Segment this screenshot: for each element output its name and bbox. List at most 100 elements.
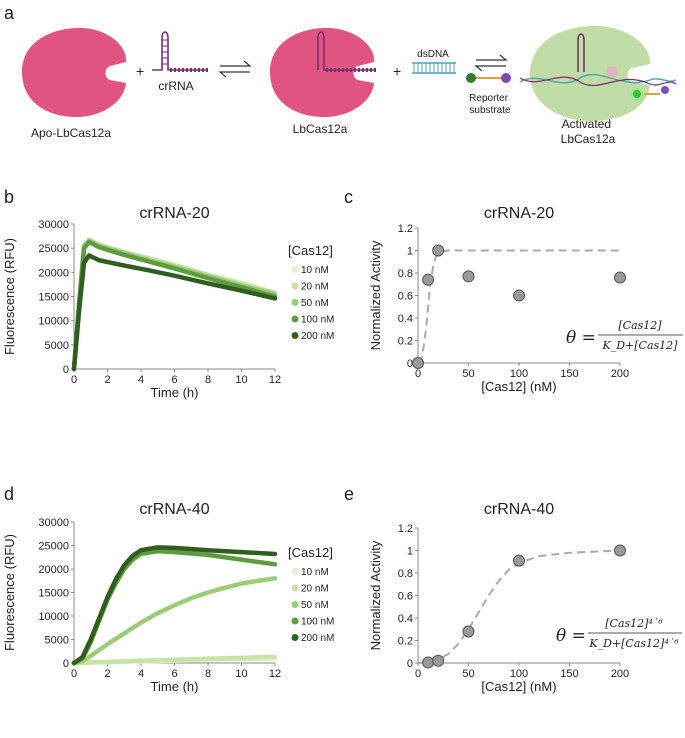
legend: [Cas12] 10 nM 20 nM 50 nM 100 nM 200 nM — [288, 545, 334, 644]
legend-entry: 10 nM — [301, 567, 329, 578]
activated-cas12a-shape — [530, 25, 651, 122]
series-line — [71, 237, 278, 372]
y-tick-label: 0.4 — [398, 313, 413, 325]
legend-swatch — [291, 617, 299, 625]
x-tick-label: 200 — [611, 668, 629, 680]
x-tick-label: 150 — [560, 368, 578, 380]
legend-title: [Cas12] — [288, 545, 333, 560]
chart-c: crRNA-20 0 50 100 150 200 0 0.2 0.4 0.6 0.8 1 1.2 [Ca… — [368, 205, 629, 394]
legend-swatch — [291, 601, 299, 608]
y-tick-label: 15000 — [38, 588, 69, 600]
y-tick-label: 1.2 — [398, 223, 413, 235]
y-tick-label: 0.8 — [398, 568, 413, 580]
reporter-label-line: Reporter — [469, 93, 509, 104]
x-tick-label: 0 — [415, 668, 421, 680]
equation-c-denominator: K_D+[Cas12] — [602, 339, 679, 352]
legend-entry: 20 nM — [301, 584, 329, 595]
x-axis-label: [Cas12] (nM) — [481, 679, 556, 694]
chart-e: crRNA-40 0 50 100 150 200 0 0.2 0.4 0.6 0.8 1 1.2 [Ca… — [368, 501, 629, 694]
x-tick-label: 12 — [269, 374, 281, 386]
legend-entry: 20 nM — [301, 282, 329, 293]
y-tick-label: 0.2 — [398, 336, 413, 348]
equation-c-numerator: [Cas12] — [618, 319, 662, 332]
x-tick-label: 100 — [510, 668, 528, 680]
y-axis-label: Fluorescence (RFU) — [2, 238, 17, 355]
series-line — [71, 576, 278, 666]
panel-c-label: c — [344, 187, 353, 207]
x-tick-label: 0 — [415, 368, 421, 380]
x-tick-label: 50 — [462, 668, 474, 680]
data-point — [432, 654, 445, 667]
reporter-label-line: substrate — [469, 105, 511, 116]
x-tick-label: 0 — [71, 668, 77, 680]
crrna-icon — [152, 31, 208, 72]
chart-title: crRNA-40 — [139, 501, 209, 518]
series-line — [71, 545, 278, 666]
legend-swatch — [291, 584, 299, 592]
y-axis-label: Normalized Activity — [368, 240, 383, 350]
series-line — [71, 253, 278, 372]
legend-entry: 50 nM — [301, 600, 329, 611]
panel-e-label: e — [344, 484, 354, 504]
legend-swatch — [291, 568, 299, 575]
dsdna-icon — [412, 62, 456, 74]
y-tick-label: 1 — [407, 246, 413, 258]
y-tick-label: 30000 — [38, 517, 69, 529]
equation-c: θ = [Cas12] K_D+[Cas12] — [566, 319, 683, 352]
y-tick-label: 0 — [63, 364, 69, 376]
x-tick-label: 200 — [611, 368, 629, 380]
label-activated-lbcas12a: Activated LbCas12a — [561, 117, 616, 146]
data-point — [513, 289, 525, 302]
y-tick-label: 0.6 — [398, 591, 413, 603]
x-tick-label: 0 — [71, 374, 77, 386]
activated-label-line: LbCas12a — [561, 132, 616, 146]
equilibrium-arrows-1 — [218, 60, 252, 78]
legend-entry: 50 nM — [301, 298, 329, 309]
activated-label-line: Activated — [562, 117, 611, 131]
activated-complex-icon — [519, 33, 677, 87]
x-tick-label: 150 — [560, 668, 578, 680]
y-tick-label: 10000 — [38, 611, 69, 623]
legend-swatch — [291, 299, 299, 306]
x-tick-label: 50 — [462, 368, 474, 380]
plus-sign-1: + — [136, 63, 144, 79]
x-tick-label: 8 — [205, 374, 211, 386]
x-tick-label: 6 — [171, 668, 177, 680]
label-crrna: crRNA — [158, 79, 193, 93]
bound-crrna-icon — [317, 31, 376, 72]
legend: [Cas12] 10 nM 20 nM 50 nM 100 nM 200 nM — [288, 243, 334, 342]
cleaved-reporter-icon — [631, 86, 669, 100]
data-point — [462, 625, 475, 638]
x-tick-label: 4 — [138, 668, 144, 680]
legend-entry: 200 nM — [301, 331, 334, 342]
x-tick-label: 4 — [138, 374, 144, 386]
legend-entry: 10 nM — [301, 265, 329, 276]
y-tick-label: 0.2 — [398, 636, 413, 648]
y-tick-label: 1.2 — [398, 523, 413, 535]
data-point — [412, 357, 424, 369]
plus-sign-2: + — [393, 63, 401, 79]
y-tick-label: 0.8 — [398, 268, 413, 280]
panel-d-label: d — [4, 484, 14, 504]
y-tick-label: 10000 — [38, 316, 69, 328]
legend-entry: 100 nM — [301, 315, 334, 326]
x-tick-label: 10 — [235, 668, 247, 680]
equation-e-lhs: θ = — [556, 626, 586, 646]
lbcas12a-shape — [270, 27, 375, 118]
legend-swatch — [291, 266, 299, 273]
y-tick-label: 30000 — [38, 219, 69, 231]
y-tick-label: 15000 — [38, 292, 69, 304]
legend-swatch — [291, 282, 299, 290]
legend-entry: 100 nM — [301, 617, 334, 628]
x-tick-label: 2 — [104, 668, 110, 680]
data-point — [614, 271, 626, 284]
data-point — [462, 270, 475, 283]
legend-entry: 200 nM — [301, 633, 334, 644]
panel-b-label: b — [4, 187, 14, 207]
y-tick-label: 0 — [407, 658, 413, 670]
data-point — [614, 544, 626, 557]
equation-e-numerator: [Cas12]⁴˙⁶ — [605, 617, 663, 630]
x-tick-label: 6 — [171, 374, 177, 386]
y-tick-label: 0 — [407, 358, 413, 370]
y-tick-label: 1 — [407, 546, 413, 558]
